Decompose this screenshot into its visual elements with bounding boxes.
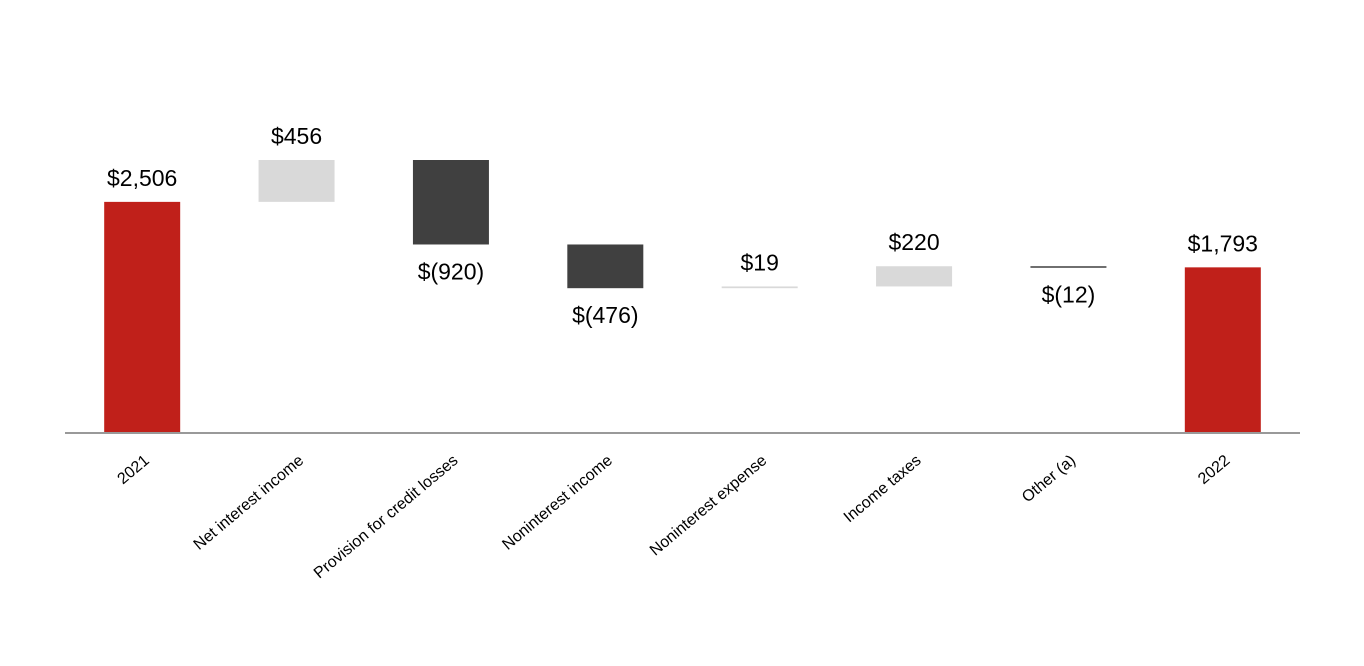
- bar: [721, 286, 798, 289]
- x-tick-label: 2021: [115, 452, 153, 488]
- value-label: $(476): [572, 302, 638, 328]
- bar: [876, 266, 953, 287]
- x-tick-label: 2022: [1195, 452, 1233, 488]
- bar: [1184, 267, 1261, 432]
- value-label: $1,793: [1188, 230, 1258, 256]
- value-label: $220: [888, 229, 939, 255]
- x-tick-label: Other (a): [1019, 452, 1079, 506]
- x-tick-label: Income taxes: [841, 452, 925, 526]
- x-tick-label: Noninterest income: [499, 452, 616, 554]
- bar: [412, 160, 489, 245]
- value-label: $(920): [418, 258, 484, 284]
- bar: [258, 160, 335, 202]
- value-label: $(12): [1042, 282, 1096, 308]
- bar: [104, 201, 181, 432]
- bar: [567, 244, 644, 289]
- x-tick-label: Provision for credit losses: [311, 452, 462, 582]
- x-tick-label: Noninterest expense: [647, 452, 770, 559]
- value-label: $2,506: [107, 165, 177, 191]
- x-tick-label: Net interest income: [191, 452, 308, 554]
- bar: [1030, 266, 1107, 268]
- value-label: $456: [271, 123, 322, 149]
- value-label: $19: [741, 249, 779, 275]
